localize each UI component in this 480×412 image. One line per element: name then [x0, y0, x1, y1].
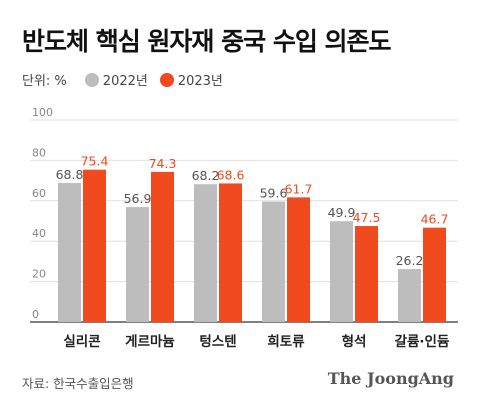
y-tick-label: 0 [32, 308, 39, 321]
x-tick-label: 게르마늄 [125, 334, 175, 350]
y-tick-label: 80 [32, 146, 46, 159]
data-label: 49.9 [328, 205, 356, 220]
legend-swatch-2023 [159, 72, 174, 87]
legend-swatch-2022 [84, 72, 99, 87]
bar-2022 [330, 221, 353, 322]
data-label: 26.2 [396, 253, 424, 268]
data-label: 56.9 [124, 191, 152, 206]
bar-2023 [219, 183, 242, 322]
y-tick-label: 100 [32, 106, 53, 119]
data-label: 75.4 [81, 154, 109, 169]
data-label: 47.5 [353, 210, 381, 225]
data-label: 46.7 [421, 212, 449, 227]
legend-label-2022: 2022년 [102, 74, 148, 89]
x-tick-label: 형석 [342, 333, 367, 350]
data-label: 68.8 [56, 167, 84, 182]
bar-2022 [126, 207, 149, 322]
data-label: 68.2 [192, 168, 220, 183]
x-tick-label: 갈륨·인듐 [395, 333, 450, 350]
data-label: 74.3 [149, 156, 177, 171]
bar-2022 [398, 269, 421, 322]
x-tick-label: 텅스텐 [199, 333, 236, 350]
data-label: 61.7 [285, 181, 313, 196]
data-label: 59.6 [260, 186, 288, 201]
legend-item-2022: 2022년 [84, 70, 148, 89]
bar-2022 [262, 201, 285, 322]
legend: 단위: % 2022년 2023년 [22, 70, 235, 89]
bar-2023 [355, 226, 378, 322]
data-label: 68.6 [217, 167, 245, 182]
bar-2023 [83, 169, 106, 322]
chart-title: 반도체 핵심 원자재 중국 수입 의존도 [22, 27, 392, 56]
bar-2023 [423, 227, 446, 322]
bar-2023 [151, 171, 174, 322]
y-tick-label: 20 [32, 268, 46, 281]
legend-item-2023: 2023년 [159, 70, 223, 89]
source-note: 자료: 한국수출입은행 [22, 376, 134, 391]
y-tick-label: 60 [32, 187, 46, 200]
brand-logo: The JoongAng [327, 369, 454, 388]
bar-2022 [58, 183, 81, 322]
unit-label: 단위: % [22, 74, 67, 89]
x-tick-label: 희토류 [267, 334, 305, 350]
bar-2022 [194, 184, 217, 322]
y-tick-label: 40 [32, 227, 46, 240]
bar-2023 [287, 197, 310, 322]
legend-label-2023: 2023년 [177, 74, 223, 89]
x-tick-label: 실리콘 [63, 334, 100, 350]
